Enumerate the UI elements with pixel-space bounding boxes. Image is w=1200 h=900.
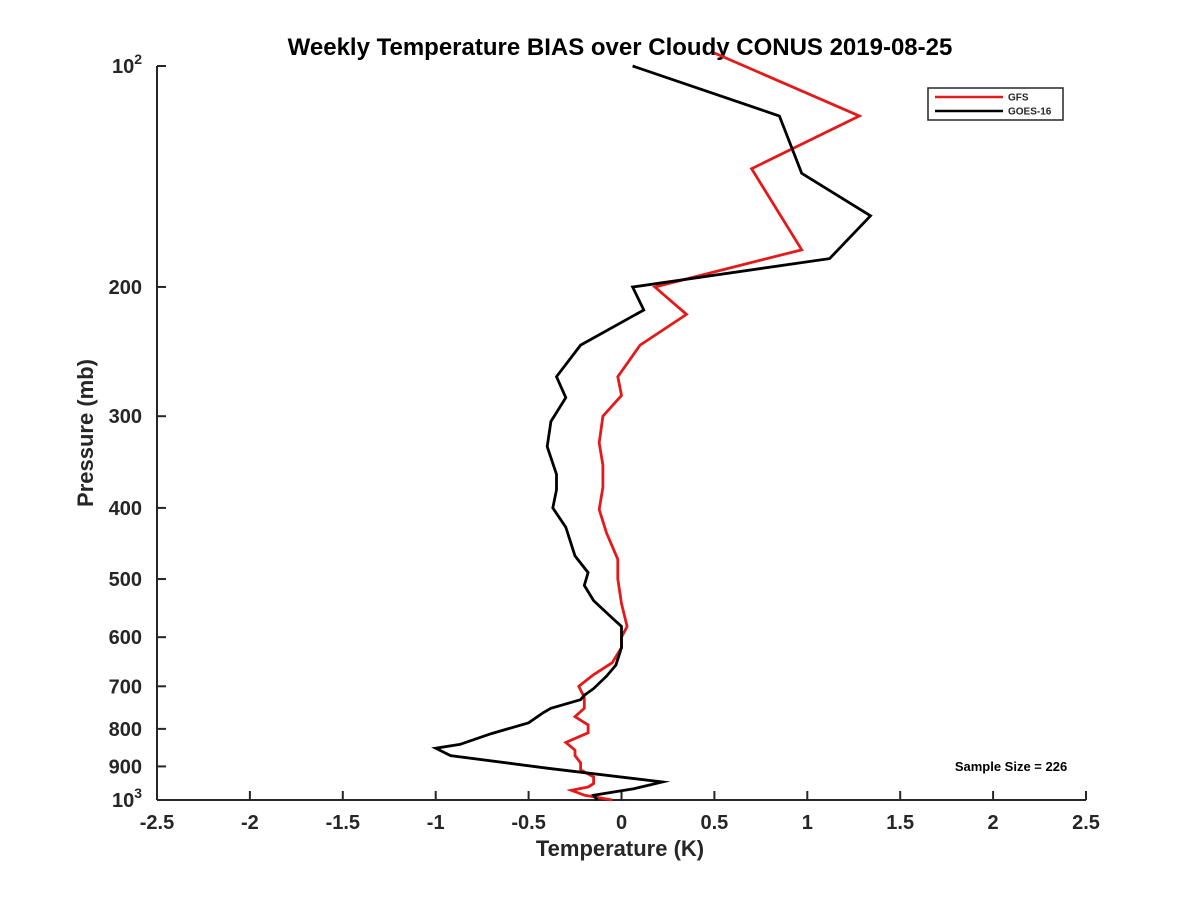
x-tick-label: 1.5 xyxy=(886,812,914,834)
series-lines xyxy=(431,51,873,802)
x-tick-label: -0.5 xyxy=(511,812,545,834)
x-tick-label: -2.5 xyxy=(140,812,174,834)
y-tick-label: 800 xyxy=(109,719,142,741)
series-line-goes16 xyxy=(431,64,873,801)
y-tick-label: 200 xyxy=(109,277,142,299)
x-tick-label: 0.5 xyxy=(700,812,728,834)
y-tick-label: 300 xyxy=(109,406,142,428)
sample-size-annotation: Sample Size = 226 xyxy=(955,759,1067,774)
y-tick-label: 600 xyxy=(109,627,142,649)
series-line-gfs xyxy=(563,51,863,802)
x-tick-label: -2 xyxy=(241,812,259,834)
chart-title: Weekly Temperature BIAS over Cloudy CONU… xyxy=(288,34,953,61)
y-tick-label: 103 xyxy=(112,785,142,812)
x-tick-label: -1.5 xyxy=(326,812,360,834)
y-tick-label: 102 xyxy=(112,51,142,78)
x-axis-ticks: -2.5 -2 -1.5 -1 -0.5 0 0.5 1 1.5 2 2.5 xyxy=(140,791,1100,834)
legend-box xyxy=(927,87,1064,121)
y-tick-label: 900 xyxy=(109,756,142,778)
x-tick-label: 2.5 xyxy=(1072,812,1100,834)
y-tick-label: 400 xyxy=(109,498,142,520)
x-axis-label: Temperature (K) xyxy=(536,836,704,861)
y-tick-base: 10 xyxy=(112,56,134,78)
x-tick-label: 1 xyxy=(802,812,813,834)
y-tick-exponent: 2 xyxy=(134,51,142,67)
legend: GFS GOES-16 xyxy=(927,87,1064,121)
x-tick-label: 2 xyxy=(988,812,999,834)
x-tick-label: -1 xyxy=(427,812,445,834)
legend-label-gfs: GFS xyxy=(1008,93,1029,104)
legend-label-goes16: GOES-16 xyxy=(1008,107,1052,118)
y-tick-label: 700 xyxy=(109,676,142,698)
y-tick-base: 10 xyxy=(112,790,134,812)
y-tick-label: 500 xyxy=(109,569,142,591)
y-tick-exponent: 3 xyxy=(134,785,142,801)
x-tick-label: 0 xyxy=(616,812,627,834)
plot-area xyxy=(156,66,1086,801)
y-axis-label: Pressure (mb) xyxy=(73,359,98,507)
